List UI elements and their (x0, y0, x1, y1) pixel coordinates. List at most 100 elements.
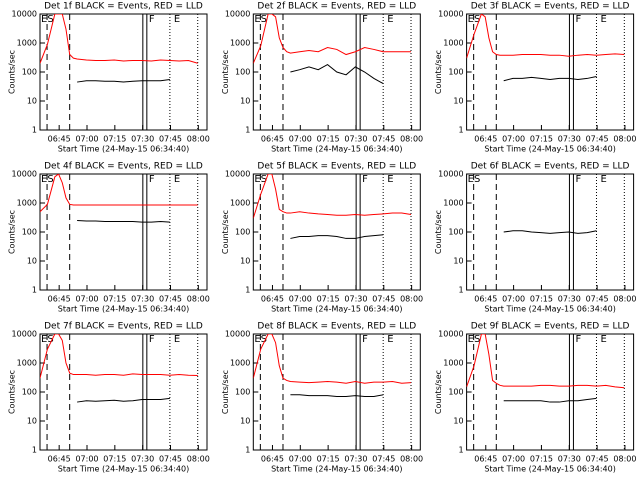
x-tick-label: 07:45 (372, 135, 395, 144)
series-line (290, 394, 384, 397)
x-tick-label: 06:45 (261, 455, 284, 464)
x-tick-label: 07:30 (344, 135, 367, 144)
event-marker-label: E (174, 334, 180, 345)
series-line (77, 397, 170, 403)
x-tick-label: 07:00 (502, 295, 525, 304)
x-axis-label: Start Time (24-May-15 06:34:40) (58, 465, 189, 474)
x-tick-label: 07:15 (317, 295, 340, 304)
y-tick-label: 1 (459, 286, 464, 295)
event-marker-label: E (387, 334, 393, 345)
y-tick-label: 1000 (443, 359, 463, 368)
event-marker-label: F (149, 174, 155, 185)
plot-frame (39, 333, 208, 451)
series-line (77, 219, 170, 223)
plot-frame (39, 13, 208, 131)
event-marker-label: F (362, 14, 368, 25)
series-line (253, 334, 412, 384)
y-axis-label: Counts/sec (434, 50, 443, 94)
x-tick-label: 07:45 (586, 455, 609, 464)
x-tick-label: 07:45 (159, 135, 182, 144)
y-tick-label: 100 (22, 388, 37, 397)
x-tick-label: 07:45 (372, 455, 395, 464)
series-line (466, 334, 625, 389)
plot-frame (466, 173, 635, 291)
x-tick-label: 06:45 (48, 135, 71, 144)
x-axis-label: Start Time (24-May-15 06:34:40) (58, 305, 189, 314)
y-tick-label: 1000 (230, 39, 250, 48)
x-tick-label: 07:45 (586, 135, 609, 144)
event-marker-label: ES (41, 14, 54, 25)
x-tick-label: 07:00 (289, 135, 312, 144)
x-tick-label: 07:30 (344, 295, 367, 304)
y-tick-label: 10 (453, 417, 463, 426)
y-axis-label: Counts/sec (221, 370, 230, 414)
y-tick-label: 1 (459, 446, 464, 455)
series-line (253, 14, 412, 64)
series-line (253, 174, 412, 219)
series-line (503, 397, 597, 403)
event-marker-label: F (575, 174, 581, 185)
event-marker-label: ES (468, 174, 481, 185)
y-tick-label: 100 (448, 68, 463, 77)
x-axis-label: Start Time (24-May-15 06:34:40) (271, 305, 402, 314)
y-axis-label: Counts/sec (434, 370, 443, 414)
event-marker-label: F (149, 14, 155, 25)
y-tick-label: 100 (448, 388, 463, 397)
y-axis-label: Counts/sec (221, 210, 230, 254)
x-tick-label: 07:30 (558, 455, 581, 464)
x-tick-label: 07:45 (372, 295, 395, 304)
plot-frame (252, 333, 421, 451)
x-tick-label: 07:30 (131, 135, 154, 144)
y-tick-label: 1000 (230, 199, 250, 208)
event-marker-label: ES (254, 174, 267, 185)
series-line (40, 174, 198, 213)
y-tick-label: 100 (22, 68, 37, 77)
x-axis-label: Start Time (24-May-15 06:34:40) (58, 145, 189, 154)
x-tick-label: 07:45 (586, 295, 609, 304)
x-tick-label: 07:15 (530, 295, 553, 304)
x-tick-label: 07:15 (317, 135, 340, 144)
x-tick-label: 08:00 (400, 135, 423, 144)
series-line (290, 64, 384, 84)
panel: Det 8f BLACK = Events, RED = LLD 1 10 100 10… (221, 322, 423, 474)
event-marker-label: E (174, 174, 180, 185)
y-tick-label: 10 (240, 97, 250, 106)
y-tick-label: 1 (245, 126, 250, 135)
y-tick-label: 10000 (12, 330, 37, 339)
y-tick-label: 10 (27, 417, 37, 426)
y-tick-label: 1000 (17, 199, 37, 208)
series-line (40, 334, 198, 379)
x-tick-label: 07:00 (75, 295, 98, 304)
y-tick-label: 100 (235, 228, 250, 237)
y-tick-label: 100 (235, 68, 250, 77)
panel: Det 2f BLACK = Events, RED = LLD 1 10 100 10… (221, 2, 423, 154)
y-tick-label: 1 (32, 126, 37, 135)
event-marker-label: ES (468, 14, 481, 25)
chart-title: Det 3f BLACK = Events, RED = LLD (471, 2, 630, 12)
y-tick-label: 100 (22, 228, 37, 237)
y-tick-label: 100 (235, 388, 250, 397)
chart-title: Det 2f BLACK = Events, RED = LLD (257, 2, 416, 12)
y-axis-label: Counts/sec (8, 370, 17, 414)
x-tick-label: 07:15 (530, 455, 553, 464)
y-tick-label: 1000 (443, 199, 463, 208)
x-axis-label: Start Time (24-May-15 06:34:40) (484, 305, 615, 314)
x-tick-label: 07:00 (75, 135, 98, 144)
x-tick-label: 07:15 (103, 135, 126, 144)
y-axis-label: Counts/sec (221, 50, 230, 94)
x-tick-label: 06:45 (474, 295, 497, 304)
chart-title: Det 5f BLACK = Events, RED = LLD (257, 162, 416, 172)
chart-title: Det 4f BLACK = Events, RED = LLD (44, 162, 203, 172)
x-tick-label: 06:45 (474, 455, 497, 464)
y-tick-label: 10000 (225, 330, 250, 339)
x-tick-label: 08:00 (613, 135, 636, 144)
x-tick-label: 07:30 (131, 455, 154, 464)
event-marker-label: E (600, 14, 606, 25)
event-marker-label: E (600, 334, 606, 345)
panel: Det 7f BLACK = Events, RED = LLD 1 10 100 10… (8, 322, 210, 474)
x-tick-label: 07:30 (558, 295, 581, 304)
chart-title: Det 6f BLACK = Events, RED = LLD (471, 162, 630, 172)
x-tick-label: 08:00 (613, 455, 636, 464)
plot-frame (466, 333, 635, 451)
panel: Det 6f BLACK = Events, RED = LLD 1 10 100 10… (434, 162, 636, 314)
